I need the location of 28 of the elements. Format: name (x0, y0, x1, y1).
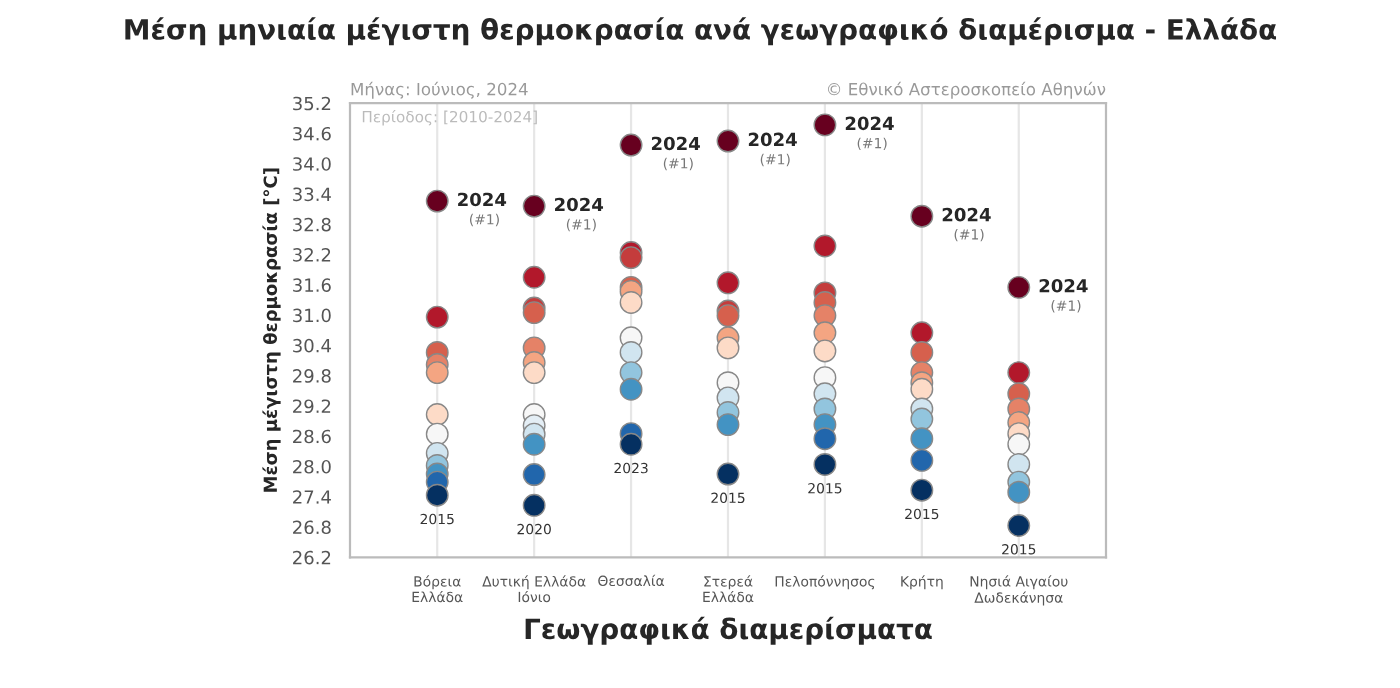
y-tick-label: 32.2 (293, 248, 331, 262)
y-tick-label: 26.2 (293, 550, 331, 565)
annotation: 2024 (555, 197, 604, 212)
y-tick-label: 26.8 (293, 520, 331, 535)
annotation: 2024 (1039, 278, 1088, 293)
y-tick-label: 30.4 (293, 338, 331, 353)
y-tick-label: 31.0 (293, 308, 331, 323)
y-tick-label: 29.2 (293, 399, 331, 414)
annotation: 2024 (458, 192, 507, 207)
y-tick-label: 28.0 (293, 459, 331, 474)
text: Μήνας: Ιούνιος, 2024 (351, 81, 528, 99)
y-tick-label: 28.6 (293, 429, 331, 444)
y-tick-label: 31.6 (293, 278, 331, 292)
annotation: 2024 (845, 116, 894, 131)
chart-title: Μέση μηνιαία μέγιστη θερμοκρασία ανά γεωγραφικό διαμέρισμα - Ελλάδα (125, 17, 1277, 46)
x-axis-title: Γεωγραφικά διαμερίσματα (525, 616, 932, 645)
y-tick-label: 35.2 (293, 96, 331, 111)
y-tick-label: 33.4 (293, 187, 331, 202)
y-tick-label: 34.6 (293, 126, 331, 141)
y-tick-label: 32.8 (293, 217, 331, 232)
annotation: 2024 (651, 136, 700, 151)
annotation: 2024 (942, 207, 991, 222)
text: © Εθνικό Αστεροσκοπείο Αθηνών (828, 81, 1106, 99)
y-tick-label: 34.0 (293, 157, 331, 171)
y-tick-label: 27.4 (293, 490, 331, 504)
annotation: 2024 (748, 132, 797, 147)
y-tick-label: 29.8 (293, 369, 331, 383)
y-axis-title: Μέση μέγιστη θερμοκρασία [°C] (262, 168, 281, 492)
